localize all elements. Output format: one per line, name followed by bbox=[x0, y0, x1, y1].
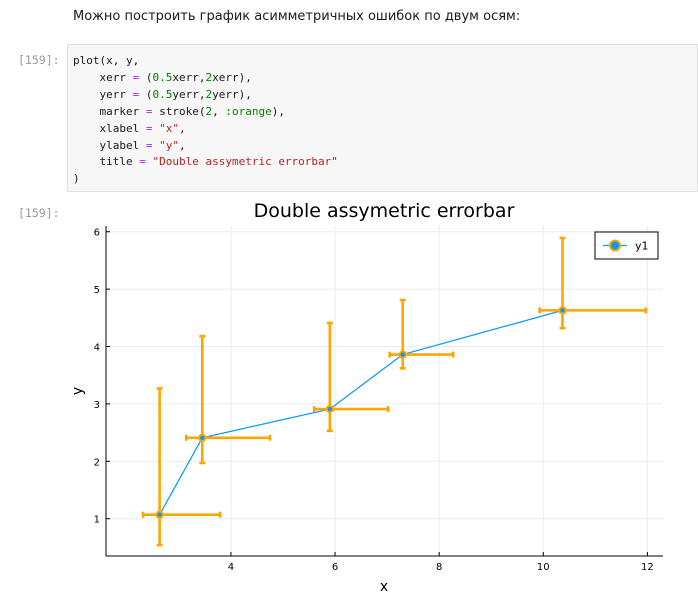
markdown-text: Можно построить график асимметричных оши… bbox=[73, 9, 521, 24]
y-tick-label: 3 bbox=[94, 400, 100, 411]
series-y1 bbox=[141, 236, 648, 547]
x-tick-label: 4 bbox=[228, 562, 234, 573]
data-point bbox=[198, 433, 207, 442]
axes bbox=[105, 226, 663, 557]
input-prompt: [159]: bbox=[18, 53, 60, 67]
output-chart: Double assymetric errorbar 4 6 8 10 12123456… bbox=[70, 200, 663, 595]
code-cell[interactable]: plot(x, y, xerr = (0.5xerr,2xerr), yerr … bbox=[67, 44, 698, 192]
y-tick-label: 6 bbox=[94, 228, 100, 239]
data-point bbox=[325, 404, 335, 414]
data-point bbox=[398, 350, 407, 359]
x-axis-label: x bbox=[380, 579, 388, 595]
y-tick-label: 1 bbox=[94, 515, 100, 526]
legend: y1 bbox=[594, 231, 659, 260]
x-tick-label: 8 bbox=[436, 562, 442, 573]
y-axis-label: y bbox=[70, 387, 86, 395]
code-editor[interactable]: plot(x, y, xerr = (0.5xerr,2xerr), yerr … bbox=[73, 54, 338, 186]
y-tick-label: 4 bbox=[94, 343, 100, 354]
output-prompt: [159]: bbox=[18, 206, 60, 220]
series-line bbox=[159, 309, 563, 515]
x-tick-label: 6 bbox=[332, 562, 338, 573]
data-point bbox=[155, 510, 164, 519]
grid-lines bbox=[106, 226, 663, 556]
y-tick-label: 5 bbox=[94, 285, 100, 296]
chart-title: Double assymetric errorbar bbox=[254, 200, 515, 222]
y-tick-label: 2 bbox=[94, 457, 100, 468]
legend-marker bbox=[609, 239, 621, 252]
x-tick-label: 12 bbox=[641, 562, 654, 573]
legend-label-y1: y1 bbox=[635, 240, 649, 253]
data-point bbox=[558, 306, 567, 315]
x-tick-label: 10 bbox=[537, 562, 550, 573]
